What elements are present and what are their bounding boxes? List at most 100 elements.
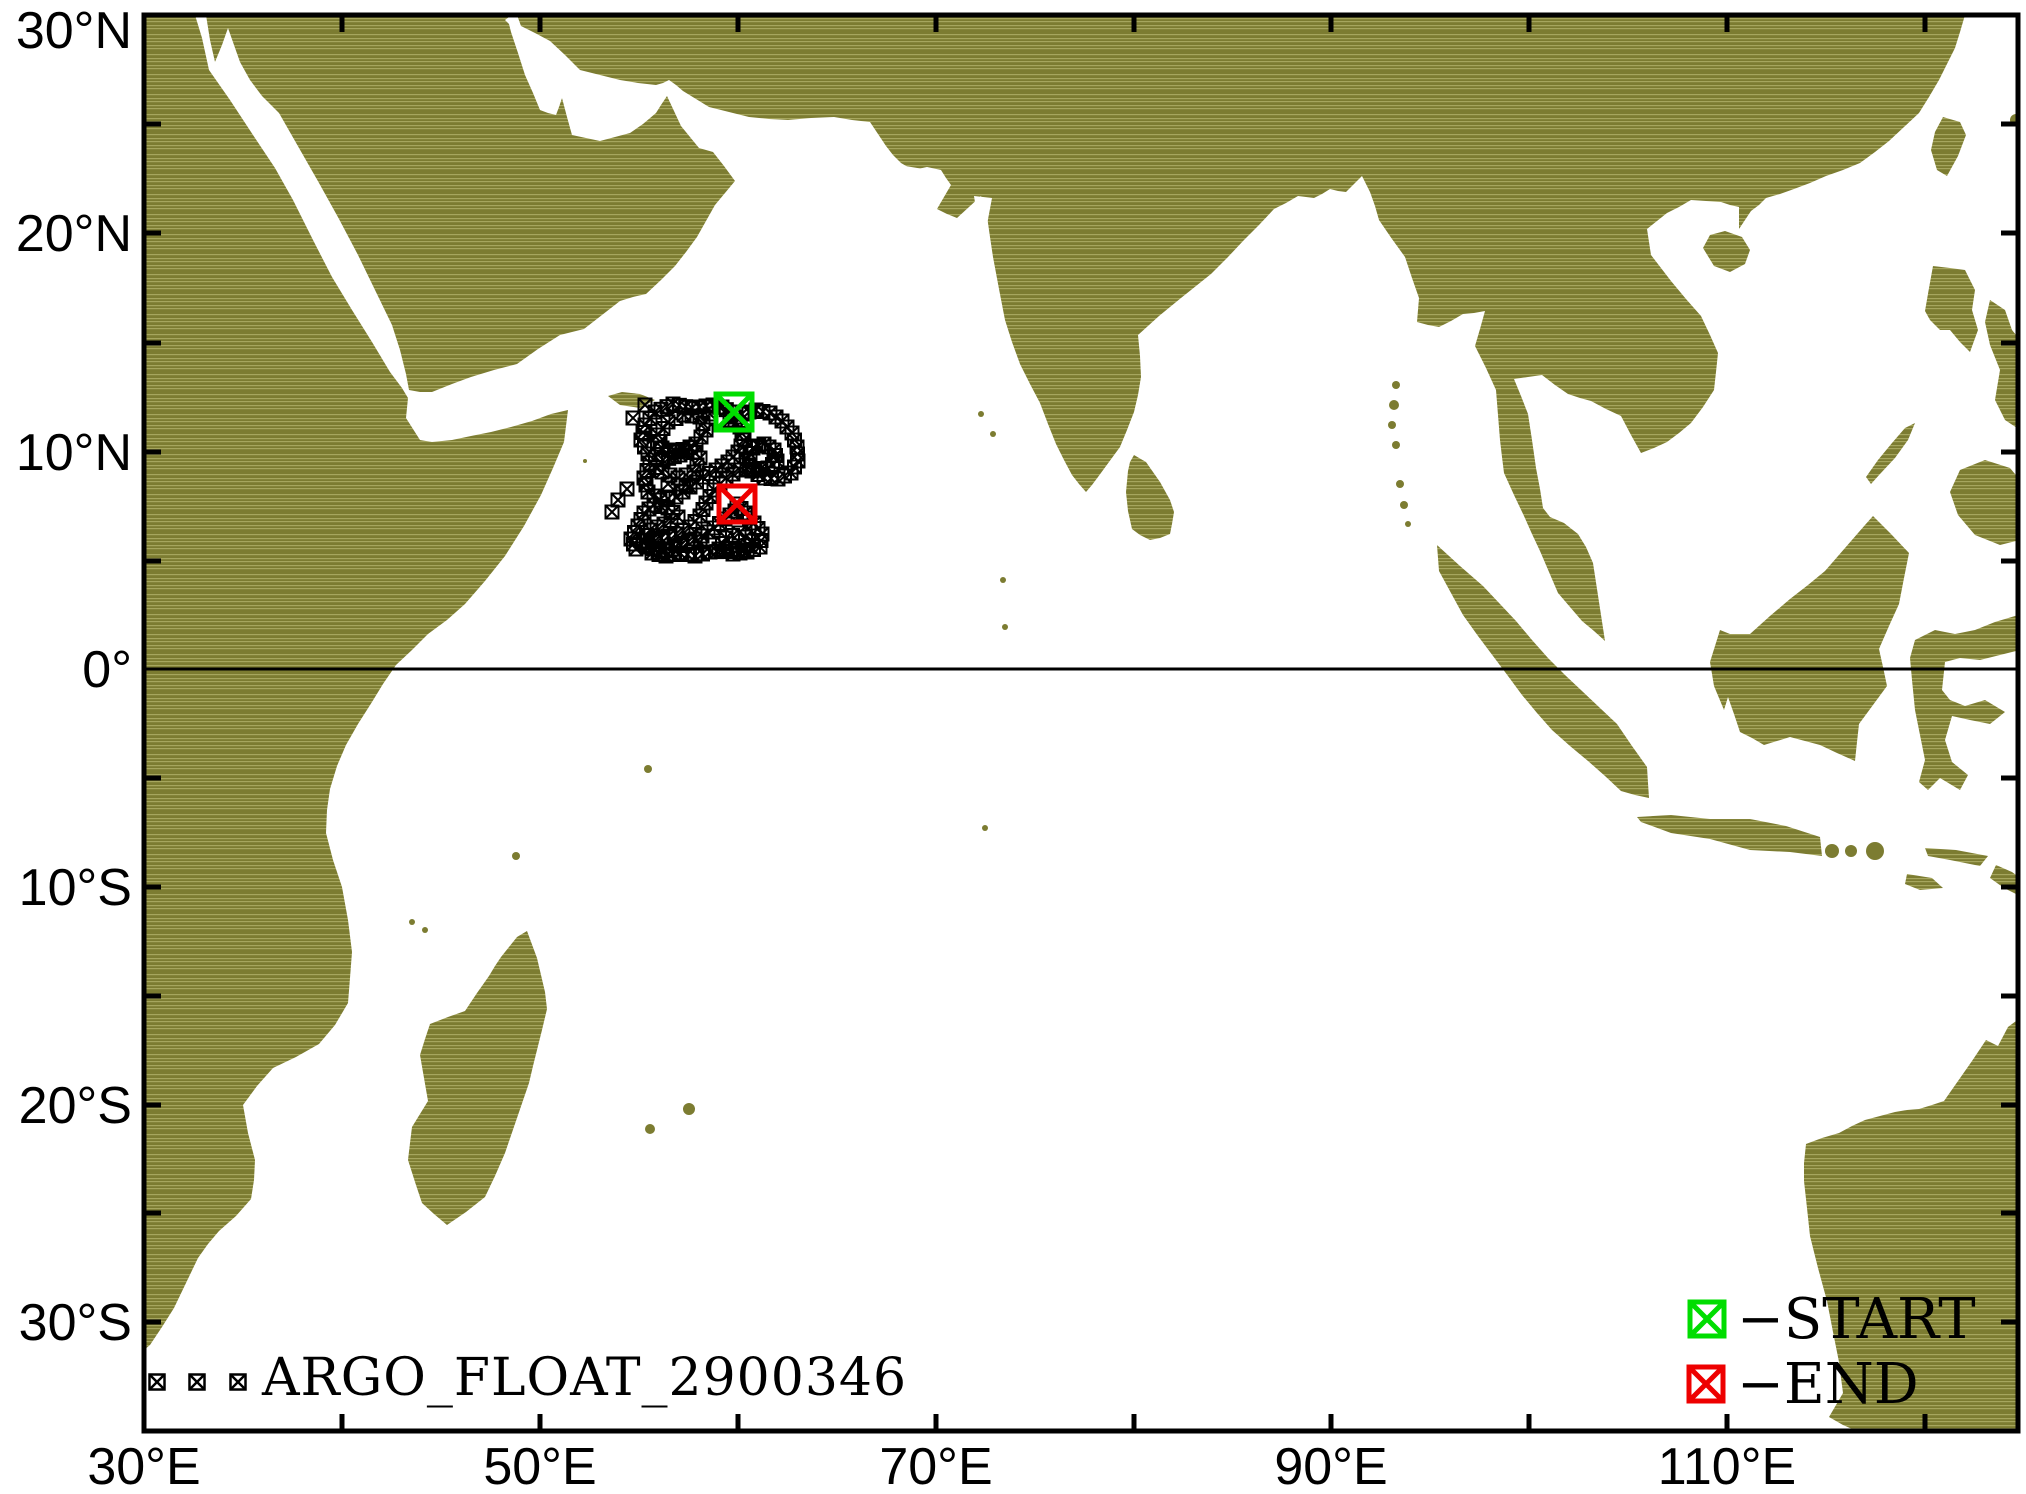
start-position-marker-x2 bbox=[714, 392, 754, 432]
trajectory-marker-box bbox=[646, 497, 662, 513]
legend-start-marker-x2 bbox=[1688, 1300, 1726, 1338]
trajectory-marker-box bbox=[641, 501, 657, 517]
trajectory-marker bbox=[637, 397, 653, 413]
trajectory-marker bbox=[604, 504, 620, 520]
trajectory-marker-x2 bbox=[610, 492, 626, 508]
landmass bbox=[1804, 1019, 2018, 1431]
small-island bbox=[982, 825, 988, 831]
landmass bbox=[1710, 516, 1909, 761]
y-axis-label: 20°S bbox=[19, 1077, 132, 1135]
small-island bbox=[644, 765, 652, 773]
trajectory-marker-box bbox=[660, 476, 676, 492]
landmass bbox=[1985, 300, 2018, 429]
legend-end-marker-x2 bbox=[1687, 1365, 1725, 1403]
map-frame bbox=[141, 12, 2021, 1434]
trajectory-marker bbox=[692, 534, 708, 550]
legend-start-marker-box bbox=[1687, 1299, 1727, 1339]
trajectory-marker-box bbox=[676, 407, 692, 423]
trajectory-marker-box bbox=[625, 410, 641, 426]
legend-float-marker-box bbox=[229, 1373, 247, 1391]
small-island bbox=[990, 431, 996, 437]
end-position-marker-box bbox=[716, 483, 758, 525]
trajectory-marker bbox=[668, 411, 684, 426]
landmass bbox=[206, 15, 1965, 641]
landmass bbox=[144, 15, 568, 1350]
legend-float-marker-box bbox=[188, 1373, 206, 1391]
small-island bbox=[422, 927, 428, 933]
float-trajectory bbox=[604, 396, 806, 564]
trajectory-marker-x2 bbox=[692, 534, 708, 550]
trajectory-marker-box bbox=[729, 496, 745, 512]
landmass bbox=[1126, 455, 1174, 540]
trajectory-marker-x2 bbox=[676, 407, 692, 423]
y-axis-label: 30°S bbox=[19, 1294, 132, 1352]
x-axis-label: 50°E bbox=[483, 1438, 596, 1494]
legend-float-marker-x2 bbox=[148, 1373, 166, 1391]
legend-start-marker bbox=[1687, 1299, 1727, 1339]
small-island bbox=[1825, 844, 1839, 858]
small-island bbox=[1405, 521, 1411, 527]
trajectory-marker-box bbox=[670, 509, 686, 525]
trajectory-marker bbox=[628, 541, 644, 557]
legend-float-marker bbox=[229, 1373, 247, 1391]
trajectory-marker-x2 bbox=[604, 504, 620, 520]
float-legend-label: ARGO_FLOAT_2900346 bbox=[262, 1348, 908, 1408]
end-legend-label: −END bbox=[1737, 1352, 1919, 1417]
start-legend-label: −START bbox=[1737, 1287, 1976, 1352]
small-island bbox=[1866, 842, 1884, 860]
small-island bbox=[409, 919, 415, 925]
x-axis-label: 30°E bbox=[87, 1438, 200, 1494]
landmass bbox=[408, 931, 547, 1225]
landmass bbox=[1637, 815, 1822, 856]
landmass bbox=[1925, 848, 1988, 866]
x-axis-label: 110°E bbox=[1658, 1438, 1796, 1494]
trajectory-marker-x2 bbox=[660, 476, 676, 492]
trajectory-marker-x2 bbox=[678, 477, 694, 493]
small-island bbox=[583, 459, 587, 463]
small-island bbox=[683, 1103, 695, 1115]
legend-end-marker-box bbox=[1686, 1364, 1726, 1404]
landmass bbox=[1866, 423, 1915, 484]
small-island bbox=[1400, 501, 1408, 509]
small-island bbox=[978, 411, 984, 417]
end-position-marker-x2 bbox=[717, 484, 757, 524]
sea-inlet bbox=[905, 166, 942, 182]
trajectory-marker-x2 bbox=[668, 411, 684, 426]
landmass bbox=[1905, 874, 1943, 890]
trajectory-marker bbox=[625, 410, 641, 426]
small-island bbox=[645, 1124, 655, 1134]
trajectory-marker-box bbox=[637, 397, 653, 413]
trajectory-marker-box bbox=[619, 481, 635, 497]
y-axis-label: 10°N bbox=[16, 424, 132, 482]
legend-float-marker bbox=[188, 1373, 206, 1391]
y-axis-label: 10°S bbox=[19, 859, 132, 917]
small-island bbox=[1000, 577, 1006, 583]
trajectory-marker-x2 bbox=[628, 541, 644, 557]
start-position-marker bbox=[713, 391, 755, 433]
small-island bbox=[1002, 624, 1008, 630]
end-position-marker bbox=[716, 483, 758, 525]
small-island bbox=[1396, 480, 1404, 488]
landmass bbox=[1925, 266, 1978, 352]
trajectory-marker-box bbox=[668, 411, 684, 426]
y-axis-label: 0° bbox=[82, 641, 132, 699]
landmass bbox=[1950, 460, 2018, 545]
trajectory-marker-box bbox=[744, 533, 760, 549]
trajectory-marker-box bbox=[678, 477, 694, 493]
trajectory-marker-box bbox=[692, 534, 708, 550]
legend-end-marker bbox=[1686, 1364, 1726, 1404]
landmass bbox=[1910, 614, 2018, 790]
legend-float-marker-x2 bbox=[188, 1373, 206, 1391]
trajectory-marker-x2 bbox=[637, 397, 653, 413]
sea-inlet bbox=[974, 196, 992, 230]
trajectory-marker-box bbox=[628, 541, 644, 557]
trajectory-marker-x2 bbox=[625, 410, 641, 426]
trajectory-marker-x2 bbox=[684, 408, 700, 424]
legend-float-marker bbox=[148, 1373, 166, 1391]
legend-float-marker-x2 bbox=[229, 1373, 247, 1391]
small-island bbox=[1845, 845, 1857, 857]
small-island bbox=[1388, 421, 1396, 429]
small-island bbox=[1392, 381, 1400, 389]
